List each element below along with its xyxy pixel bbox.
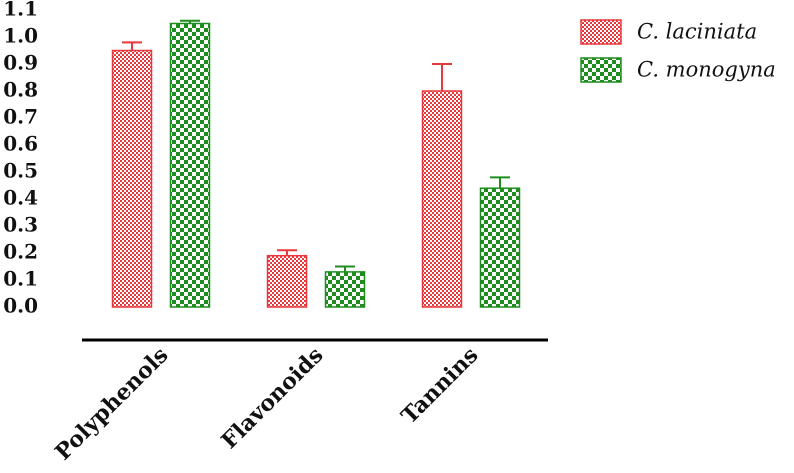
y-tick-label: 1.1 [3,0,38,21]
bar [479,187,521,308]
error-bar [180,19,200,24]
legend-label: C. monogyna [637,58,776,82]
y-tick-label: 0.7 [3,105,38,129]
x-tick-label: Flavonoids [216,342,328,454]
bar [111,49,153,308]
bar [324,271,366,308]
y-tick-label: 0.9 [3,51,38,75]
error-bar [490,176,510,189]
y-tick-label: 0.6 [3,132,38,156]
bar [169,22,211,308]
y-tick-label: 0.8 [3,78,38,102]
y-tick-label: 0.4 [3,186,38,210]
y-tick-label: 0.2 [3,240,38,264]
legend-swatch [580,19,622,45]
y-tick-label: 0.0 [3,294,38,318]
y-tick-label: 0.5 [3,159,38,183]
bar [266,254,308,308]
error-bar [122,41,142,51]
bar [421,90,463,308]
x-tick-label: Tannins [396,342,483,429]
error-bar [277,249,297,256]
error-bar [335,265,355,272]
error-bar [432,63,452,91]
y-tick-label: 0.3 [3,213,38,237]
legend-label: C. laciniata [637,20,757,44]
x-tick-label: Polyphenols [50,342,173,465]
legend-swatch [580,57,622,83]
y-tick-label: 0.1 [3,267,38,291]
y-tick-label: 1.0 [3,24,38,48]
